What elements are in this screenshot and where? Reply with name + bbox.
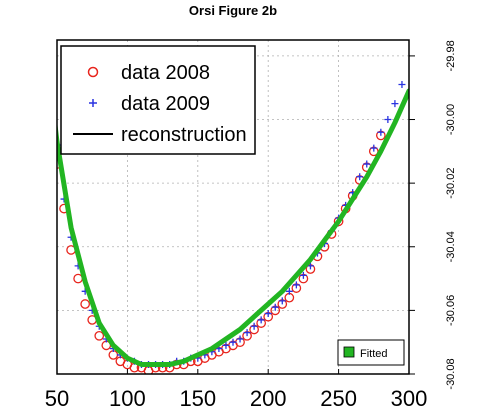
data-2009-point xyxy=(377,128,385,136)
data-2009-point xyxy=(356,173,364,181)
x-tick-label: 200 xyxy=(250,386,287,411)
legend: data 2008 data 2009 reconstruction xyxy=(60,45,256,155)
data-2009-point xyxy=(229,338,237,346)
x-tick-label: 50 xyxy=(45,386,69,411)
x-tick-label: 150 xyxy=(179,386,216,411)
legend-marker-plus xyxy=(89,99,97,107)
data-2009-point xyxy=(236,335,244,343)
y-tick-label: -30.06 xyxy=(445,295,457,326)
legend-fitted-label: Fitted xyxy=(360,348,388,360)
data-2009-point xyxy=(264,310,272,318)
data-2009-point xyxy=(250,322,258,330)
data-2009-point xyxy=(285,287,293,295)
x-tick-label: 300 xyxy=(391,386,428,411)
legend-label: reconstruction xyxy=(121,124,247,146)
y-tick-label: -30.02 xyxy=(445,168,457,199)
data-2009-point xyxy=(398,81,406,89)
series-fitted-line xyxy=(57,88,409,367)
data-2009-point xyxy=(370,144,378,152)
legend-fitted: Fitted xyxy=(337,339,405,366)
y-tick-label: -29.98 xyxy=(445,40,457,71)
chart-title: Orsi Figure 2b xyxy=(189,3,277,18)
data-2009-point xyxy=(257,316,265,324)
data-2009-point xyxy=(299,271,307,279)
y-tick-label: -30.00 xyxy=(445,104,457,135)
x-tick-label: 250 xyxy=(320,386,357,411)
axis-ticks: 50 100 150 200 250 300 -29.98 -30.00 -30.02 -30.0… xyxy=(45,40,457,411)
data-2008-point xyxy=(80,299,91,309)
plot-frame xyxy=(56,39,410,375)
data-2009-point xyxy=(222,341,230,349)
data-2008-point xyxy=(94,330,105,341)
data-2009-point xyxy=(384,116,392,124)
data-2009-point xyxy=(363,160,371,168)
data-2009-point xyxy=(292,281,300,289)
legend-fitted-swatch xyxy=(343,346,355,358)
y-tick-label: -30.04 xyxy=(445,231,457,262)
series-layer xyxy=(57,81,409,374)
data-2009-point xyxy=(271,303,279,311)
legend-label: data 2008 xyxy=(121,62,210,84)
data-2009-point xyxy=(391,100,399,108)
legend-label: data 2009 xyxy=(121,93,210,115)
data-2009-point xyxy=(278,297,286,305)
series-data-2008 xyxy=(57,130,386,374)
y-tick-label: -30.08 xyxy=(445,358,457,389)
x-tick-label: 100 xyxy=(109,386,146,411)
legend-marker-circle xyxy=(87,66,99,78)
data-2009-point xyxy=(243,329,251,337)
